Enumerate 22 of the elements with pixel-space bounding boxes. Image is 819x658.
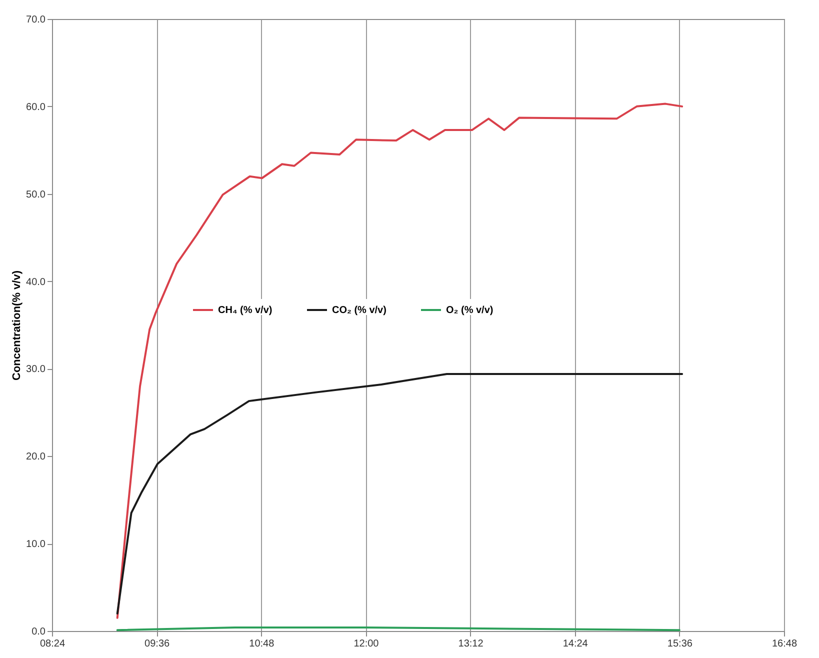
y-tick-label: 40.0 — [26, 276, 46, 288]
y-tick-label: 10.0 — [26, 539, 46, 550]
x-tick-label: 10:48 — [249, 638, 275, 650]
legend-label: CO₂ (% v/v) — [332, 305, 386, 316]
x-tick-label: 14:24 — [562, 638, 588, 650]
x-tick-label: 15:36 — [667, 638, 693, 650]
y-tick-label: 60.0 — [26, 102, 46, 113]
x-tick-label: 16:48 — [772, 638, 798, 650]
line-series — [116, 372, 684, 615]
line-series — [116, 102, 684, 619]
x-tick-label: 13:12 — [458, 638, 484, 650]
x-tick-label: 08:24 — [40, 638, 66, 650]
legend-label: CH₄ (% v/v) — [218, 305, 272, 316]
x-tick-label: 09:36 — [144, 638, 170, 650]
legend-label: O₂ (% v/v) — [446, 305, 494, 316]
y-tick-label: 50.0 — [26, 189, 46, 200]
y-tick-label: 70.0 — [26, 14, 46, 26]
x-tick-label: 12:00 — [354, 638, 380, 650]
y-tick-label: 0.0 — [32, 626, 46, 638]
y-axis-title: Concentration(% v/v) — [11, 270, 24, 381]
y-tick-label: 30.0 — [26, 364, 46, 376]
y-tick-label: 20.0 — [26, 452, 46, 463]
